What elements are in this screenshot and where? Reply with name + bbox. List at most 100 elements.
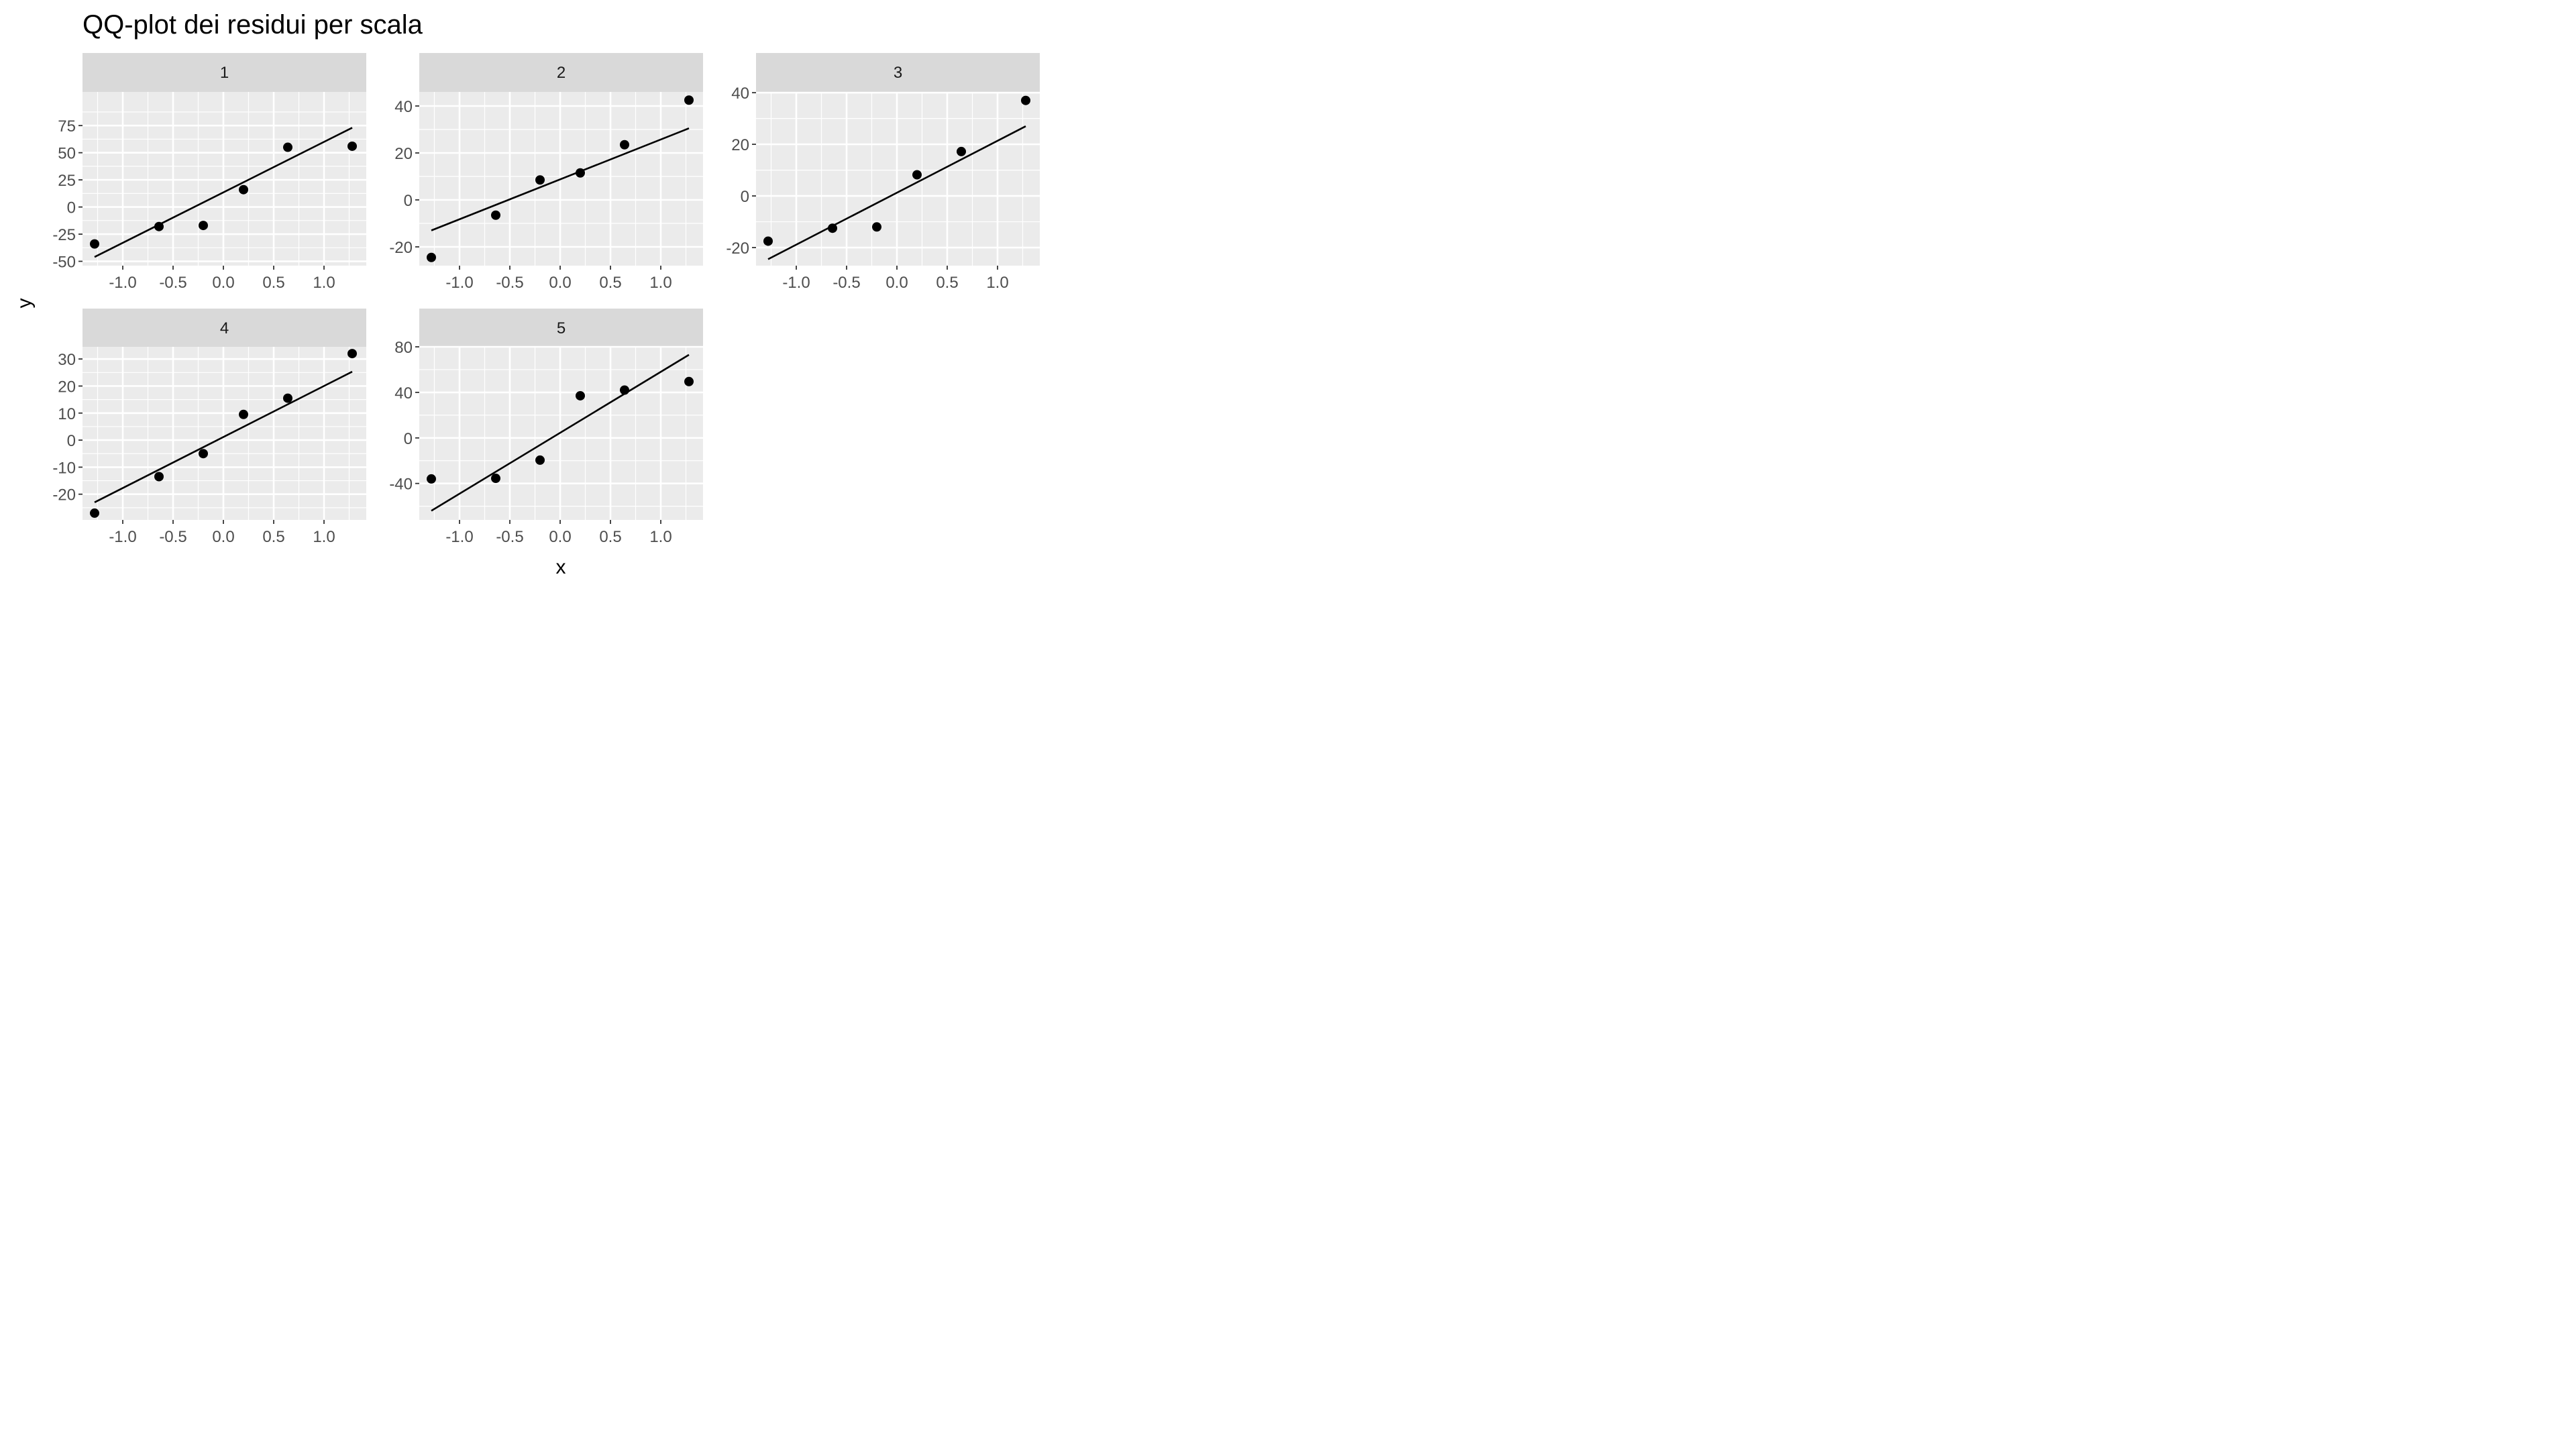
data-point: [427, 252, 436, 262]
data-point: [763, 236, 773, 246]
data-point: [576, 168, 585, 178]
x-tick-label: 1.0: [649, 274, 672, 292]
facet-strip-label: 1: [220, 64, 229, 82]
x-tick-label: 1.0: [313, 528, 335, 546]
y-tick-label: -20: [726, 239, 749, 258]
data-point: [576, 390, 585, 400]
data-point: [283, 393, 292, 403]
data-point: [427, 474, 436, 484]
data-point: [620, 140, 629, 150]
x-tick-label: -1.0: [782, 274, 810, 292]
y-tick-label: -20: [52, 486, 76, 504]
data-point: [872, 222, 881, 232]
x-tick-label: -1.0: [445, 274, 473, 292]
data-point: [620, 385, 629, 395]
y-tick-label: 80: [394, 339, 413, 357]
x-tick-label: 0.0: [212, 274, 234, 292]
y-tick-label: 0: [67, 199, 76, 217]
y-tick-label: -20: [389, 239, 413, 257]
facet-strip-label: 2: [557, 64, 566, 82]
facet-strip: [83, 53, 366, 92]
y-tick-label: 40: [394, 384, 413, 402]
facet-panel-1: 1 -1.0 -0.5 0.0 0.5 1.0 75 50 25 0 -25 -50: [52, 53, 366, 292]
data-point: [491, 210, 500, 220]
data-point: [199, 449, 208, 459]
qq-reference-line: [431, 354, 690, 512]
y-tick-label: 50: [58, 145, 76, 163]
x-tick-label: -0.5: [833, 274, 860, 292]
facet-strip: [756, 53, 1040, 92]
y-tick-label: 40: [394, 98, 413, 116]
y-tick-label: 25: [58, 172, 76, 190]
facet-strip-label: 3: [894, 64, 902, 82]
x-tick-label: 0.0: [549, 528, 571, 546]
x-tick-label: 0.5: [262, 274, 284, 292]
data-point: [239, 409, 248, 419]
x-tick-label: 1.0: [313, 274, 335, 292]
data-point: [199, 221, 208, 231]
x-tick-label: 1.0: [986, 274, 1008, 292]
x-tick-label: 0.5: [599, 528, 621, 546]
y-tick-label: 10: [58, 405, 76, 423]
qq-reference-line: [94, 127, 353, 258]
facet-strip-label: 4: [220, 319, 229, 337]
y-tick-label: -25: [52, 226, 76, 244]
data-point: [684, 376, 694, 386]
facet-strip: [419, 309, 703, 347]
y-tick-label: 30: [58, 351, 76, 369]
data-point: [154, 221, 164, 231]
qq-plot-figure: QQ-plot dei residui per scala 1 -1.0 -0.5 0…: [13, 10, 1040, 578]
y-axis-title: y: [13, 299, 36, 309]
qq-reference-line: [431, 127, 690, 231]
x-axis-title: x: [556, 556, 566, 578]
y-tick-label: 20: [731, 136, 749, 154]
data-point: [828, 223, 837, 233]
panel-background: [83, 347, 366, 520]
data-point: [535, 455, 545, 465]
data-point: [347, 141, 357, 151]
facet-panel-2: 2 -1.0 -0.5 0.0 0.5 1.0 40 20 0 -20: [389, 53, 703, 292]
data-point: [912, 170, 922, 180]
x-tick-label: 1.0: [649, 528, 672, 546]
data-point: [1021, 95, 1030, 105]
data-point: [90, 239, 99, 249]
x-tick-label: 0.0: [885, 274, 908, 292]
qq-reference-line: [94, 370, 353, 503]
data-point: [90, 508, 99, 518]
x-tick-label: 0.0: [549, 274, 571, 292]
x-tick-label: -0.5: [159, 528, 186, 546]
data-point: [535, 175, 545, 185]
facet-strip-label: 5: [557, 319, 566, 337]
y-tick-label: 20: [394, 145, 413, 163]
data-point: [347, 349, 357, 359]
panel-background: [756, 92, 1040, 266]
y-tick-label: 75: [58, 117, 76, 136]
x-tick-label: -0.5: [159, 274, 186, 292]
x-tick-label: -0.5: [496, 528, 523, 546]
qq-reference-line: [767, 125, 1026, 260]
data-point: [239, 184, 248, 195]
data-point: [283, 142, 292, 152]
y-tick-label: -10: [52, 459, 76, 477]
x-tick-label: 0.5: [936, 274, 958, 292]
x-tick-label: -1.0: [109, 274, 136, 292]
panel-background: [83, 92, 366, 266]
x-tick-label: 0.5: [262, 528, 284, 546]
x-tick-label: -0.5: [496, 274, 523, 292]
x-tick-label: -1.0: [109, 528, 136, 546]
data-point: [684, 95, 694, 105]
facet-panel-5: 5 -1.0 -0.5 0.0 0.5 1.0 80 40 0 -40: [389, 309, 703, 546]
x-tick-label: -1.0: [445, 528, 473, 546]
facet-strip: [83, 309, 366, 347]
facet-strip: [419, 53, 703, 92]
y-tick-label: 0: [67, 432, 76, 450]
y-tick-label: -40: [389, 476, 413, 494]
facet-panel-3: 3 -1.0 -0.5 0.0 0.5 1.0 40 20 0 -20: [726, 53, 1040, 292]
chart-title: QQ-plot dei residui per scala: [83, 10, 423, 40]
data-point: [154, 472, 164, 482]
x-tick-label: 0.0: [212, 528, 234, 546]
facet-panel-4: 4 -1.0 -0.5 0.0 0.5 1.0 30 20 10 0 -10 -20: [52, 309, 366, 546]
y-tick-label: 40: [731, 85, 749, 103]
data-point: [491, 474, 500, 484]
